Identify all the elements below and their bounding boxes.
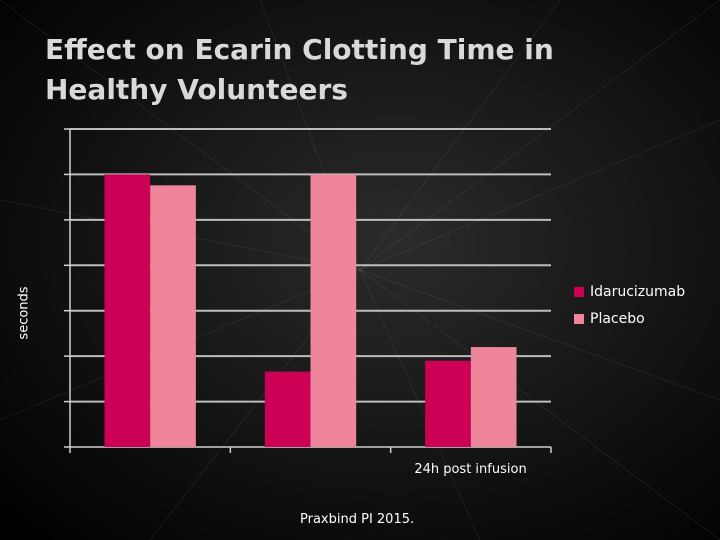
bar-placebo [150,185,196,447]
legend-label: Idarucizumab [590,283,686,300]
bar-idarucizumab [104,174,151,447]
bar-idarucizumab [425,360,471,447]
bar-placebo [470,347,517,447]
chart-legend: Idarucizumab Placebo [574,278,685,332]
y-axis-label-text: seconds [16,286,32,340]
legend-swatch [574,286,584,297]
legend-label: Placebo [590,310,645,327]
bar-idarucizumab [264,371,311,447]
source-citation: Praxbind PI 2015. [300,512,415,527]
x-tick-label: 24h post infusion [414,462,527,477]
chart-plot-area [64,128,552,453]
legend-item-idarucizumab: Idarucizumab [574,278,685,305]
legend-item-placebo: Placebo [574,305,685,332]
x-axis-category-labels: 24h post infusion [70,458,551,484]
legend-swatch [574,313,584,324]
slide-title: Effect on Ecarin Clotting Time in Health… [45,33,554,106]
bar-placebo [310,174,357,447]
